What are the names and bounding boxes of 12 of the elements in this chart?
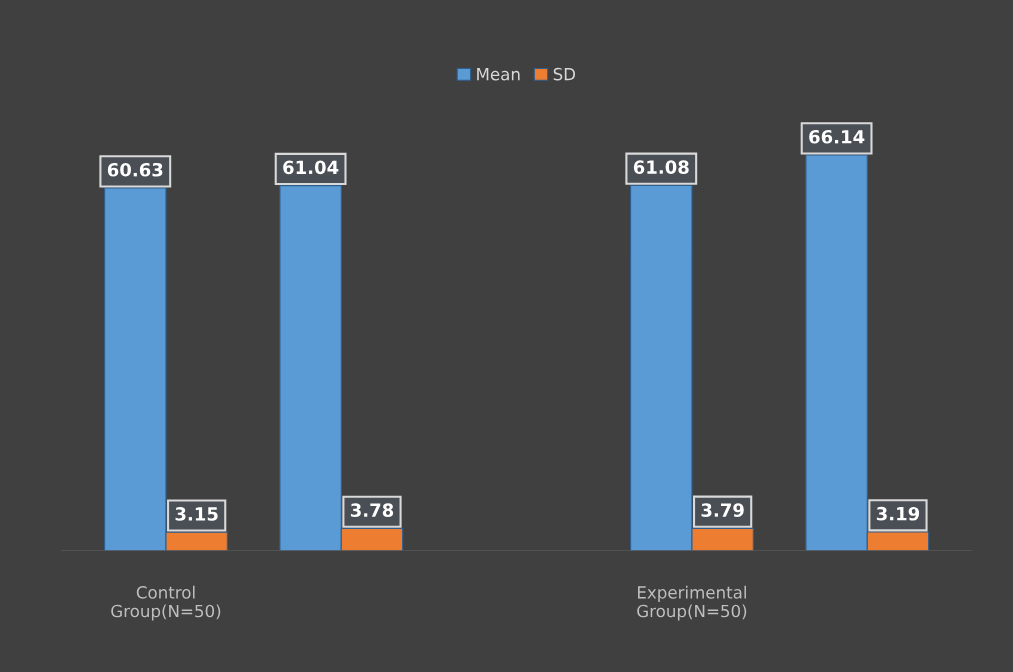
x-tick-label: Control Group(N=50): [111, 585, 221, 621]
data-label: 3.15: [175, 507, 218, 521]
x-tick-label: Experimental Group(N=50): [637, 585, 747, 621]
data-label: 3.78: [350, 503, 394, 517]
data-label: 60.63: [107, 162, 163, 177]
data-label: 3.19: [876, 506, 920, 521]
data-label: 66.14: [809, 129, 865, 144]
legend-label: SD: [553, 67, 576, 81]
legend-label: Mean: [477, 68, 520, 81]
data-label: 3.79: [701, 503, 744, 517]
data-label: 61.08: [633, 160, 689, 174]
data-label: 61.04: [283, 160, 339, 175]
